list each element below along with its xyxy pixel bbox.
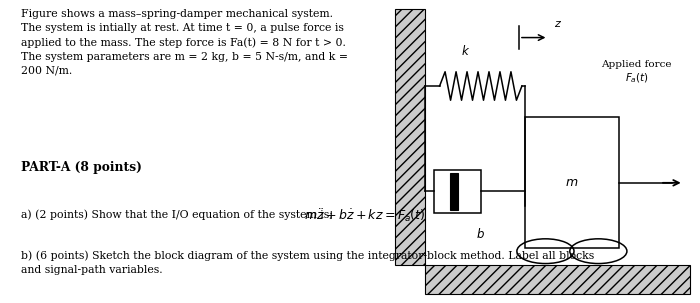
- Text: $b$: $b$: [476, 227, 485, 241]
- Bar: [450, 173, 458, 210]
- Bar: [525, 117, 619, 248]
- Text: $m\ddot{z} + b\dot{z} + kz = F_a(t)$: $m\ddot{z} + b\dot{z} + kz = F_a(t)$: [304, 208, 426, 224]
- Text: Applied force
$F_a(t)$: Applied force $F_a(t)$: [601, 60, 672, 85]
- Text: $z$: $z$: [554, 19, 562, 29]
- Text: Figure shows a mass–spring-damper mechanical system.
The system is intially at r: Figure shows a mass–spring-damper mechan…: [21, 9, 348, 76]
- Text: $m$: $m$: [565, 176, 579, 189]
- Bar: [395, 9, 425, 265]
- Text: $k$: $k$: [461, 44, 470, 58]
- Bar: [425, 265, 690, 294]
- Text: b) (6 points) Sketch the block diagram of the system using the integrator-block : b) (6 points) Sketch the block diagram o…: [21, 250, 594, 275]
- Bar: [434, 170, 481, 213]
- Text: a) (2 points) Show that the I/O equation of the system is;: a) (2 points) Show that the I/O equation…: [21, 209, 333, 220]
- Text: PART-A (8 points): PART-A (8 points): [21, 161, 142, 174]
